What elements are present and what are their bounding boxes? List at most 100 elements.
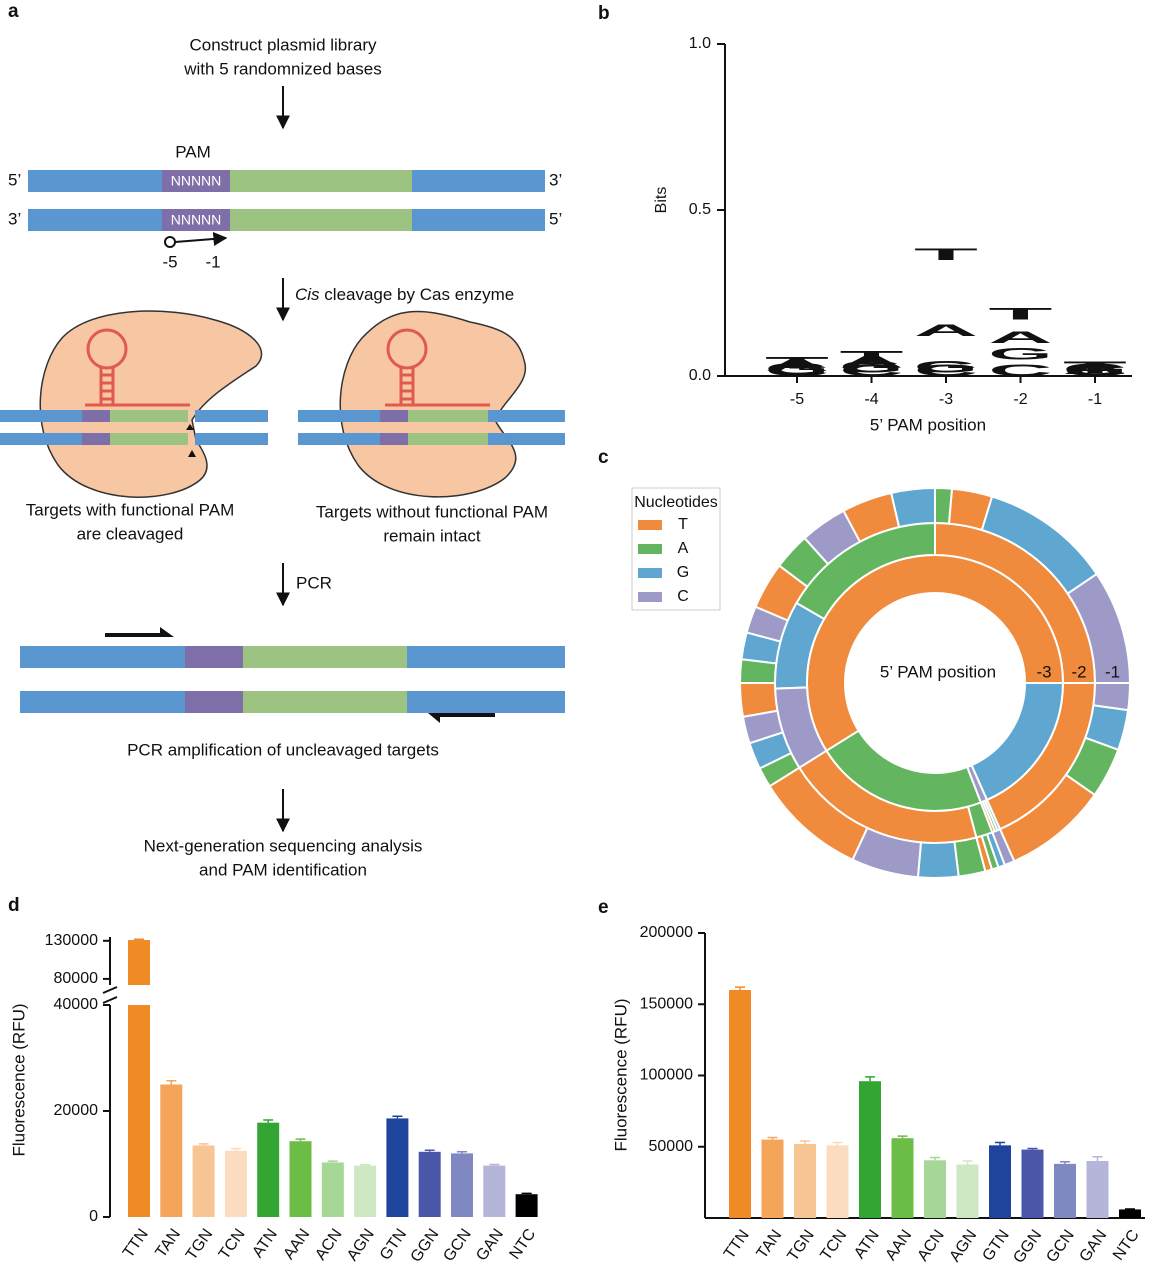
legend-swatch [638, 520, 662, 530]
x-tick-label: -3 [939, 391, 953, 408]
x-tick-label: GCN [1043, 1227, 1077, 1266]
guide-rna [385, 328, 490, 407]
workflow-diagram: Construct plasmid library with 5 randomn… [0, 35, 565, 879]
logo-letter: C [765, 361, 829, 380]
error-bar [962, 1160, 973, 1165]
pam-region [162, 209, 230, 231]
x-tick-label: TCN [817, 1227, 850, 1264]
error-bar [457, 1151, 467, 1154]
outcome-text: Targets without functional PAM [316, 502, 548, 521]
x-tick-label: TTN [120, 1226, 152, 1261]
bar [386, 991, 408, 1026]
x-tick-label: -2 [1013, 391, 1027, 408]
error-bar [1060, 1160, 1070, 1164]
x-tick-label: NTC [507, 1226, 540, 1263]
error-bar [392, 1115, 403, 1119]
pam-region [162, 170, 230, 192]
pcr-strands [20, 627, 565, 723]
step-text: PCR amplification of uncleavaged targets [127, 740, 439, 759]
x-tick-label: TCN [216, 1226, 249, 1263]
x-tick-label: ACN [914, 1227, 947, 1264]
bar [289, 1141, 312, 1217]
error-bar [230, 1147, 241, 1151]
logo-letter: C [914, 361, 978, 380]
y-tick-label: 150000 [640, 995, 693, 1012]
x-tick-label: ATN [851, 1227, 883, 1262]
bar [418, 1151, 441, 1217]
bar [225, 991, 247, 1030]
panel-label: d [8, 895, 20, 916]
x-tick-label: -1 [1088, 391, 1102, 408]
sunburst-segment [934, 486, 954, 525]
logo-letter: A [765, 356, 829, 375]
pam-label: PAM [175, 142, 211, 161]
x-tick-label: AGN [946, 1227, 980, 1265]
logo-letter: C [1063, 361, 1127, 380]
y-tick-label: 1.0 [689, 35, 711, 52]
bar [1086, 1161, 1109, 1218]
outcome-text: remain intact [383, 526, 481, 545]
y-tick-label: 0 [89, 1208, 98, 1225]
bar [386, 1118, 409, 1217]
error-bar [735, 986, 745, 990]
ring-label: -1 [1105, 662, 1120, 681]
legend-label: A [678, 540, 689, 557]
ring-label: -2 [1071, 662, 1086, 681]
panel-label: b [598, 3, 610, 24]
bar [859, 1081, 881, 1218]
error-bar [166, 1020, 176, 1021]
ring-label: -3 [1036, 662, 1051, 681]
bar [1054, 1163, 1076, 1218]
x-axis-label: 5’ PAM position [870, 415, 986, 434]
strand-end: 3’ [549, 170, 562, 189]
x-tick-label: TAN [152, 1226, 184, 1261]
logo-letter: G [914, 358, 978, 377]
x-tick-label: -5 [790, 391, 804, 408]
cleaved-dna [0, 410, 268, 457]
step-text-rest: cleavage by Cas enzyme [320, 285, 515, 304]
y-tick-label: 100000 [640, 1067, 693, 1084]
bar [224, 1150, 247, 1217]
legend-swatch [638, 592, 662, 602]
legend-label: C [677, 588, 689, 605]
x-tick-label: GTN [979, 1227, 1012, 1264]
x-tick-label: TAN [754, 1227, 786, 1262]
plasmid-strands [28, 170, 545, 231]
strand-end: 3’ [8, 209, 21, 228]
logo-letter: T [840, 348, 908, 367]
x-tick-label: AAN [882, 1227, 915, 1264]
y-tick-label: 130000 [45, 932, 98, 949]
y-tick-label: 200000 [640, 924, 693, 941]
logo-letter: T [765, 353, 833, 372]
step-text: Cis cleavage by Cas enzyme [295, 285, 514, 304]
bar [257, 991, 279, 1026]
error-bar [897, 1135, 908, 1139]
y-tick-label: 20000 [54, 1102, 99, 1119]
error-bar [930, 1156, 940, 1161]
random-bases: NNNNN [171, 173, 222, 189]
bar [891, 1138, 914, 1218]
error-bar [327, 1160, 338, 1163]
error-bar [1092, 1155, 1103, 1161]
outcome-text: are cleavaged [77, 524, 184, 543]
step-text: and PAM identification [199, 860, 367, 879]
position-origin [164, 236, 176, 248]
logo-letter: C [840, 361, 904, 380]
x-tick-label: GTN [377, 1226, 410, 1263]
legend-swatch [638, 544, 662, 554]
bar [516, 991, 538, 1037]
logo-letter: A [1063, 359, 1127, 378]
logo-letter: T [989, 305, 1057, 324]
error-bar [263, 1119, 274, 1123]
bar [192, 1145, 215, 1217]
x-tick-label: GCN [440, 1226, 474, 1265]
strand-end: 5’ [8, 170, 21, 189]
logo-letter: T [1063, 358, 1131, 377]
y-tick-label: 80000 [54, 970, 99, 987]
logo-letter: G [1063, 360, 1127, 379]
position-label: -5 [162, 252, 177, 271]
bar [451, 1153, 473, 1217]
bar [1119, 1209, 1141, 1218]
step-text: Construct plasmid library [189, 35, 377, 54]
logo-letter: G [989, 344, 1053, 363]
